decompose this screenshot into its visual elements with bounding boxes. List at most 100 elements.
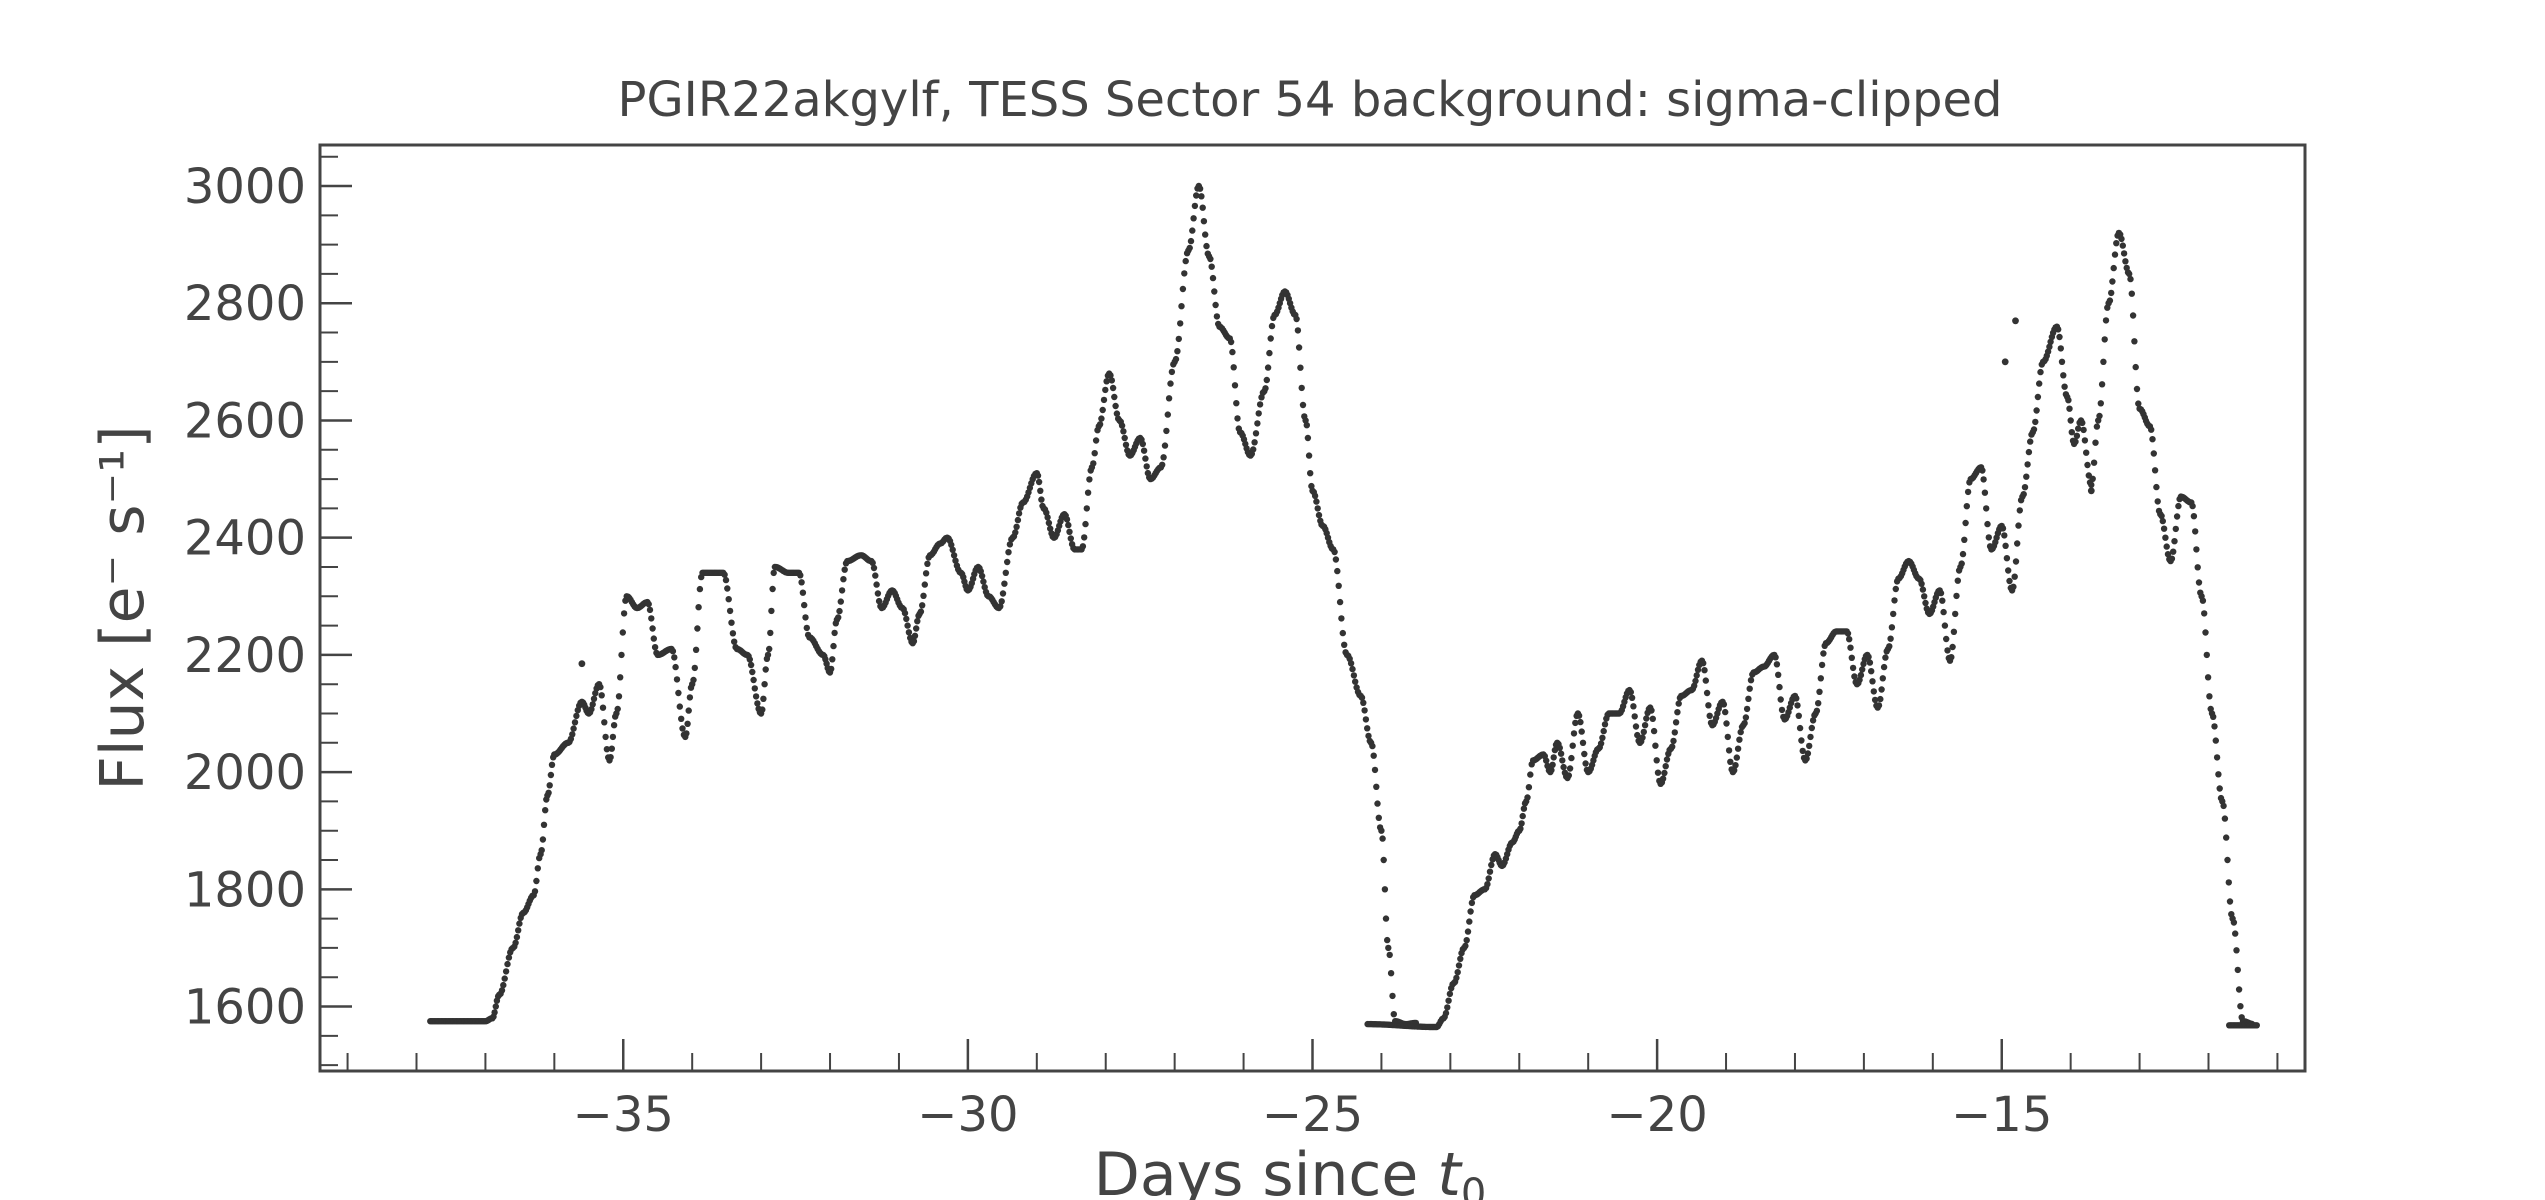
data-point — [1266, 349, 1273, 357]
light-curve-segment-1 — [427, 182, 1420, 1028]
data-point — [2210, 713, 2217, 720]
data-point — [2061, 383, 2068, 390]
data-point — [1234, 415, 1241, 422]
data-point — [1866, 659, 1874, 666]
data-point — [1659, 775, 1667, 782]
data-point — [696, 585, 704, 593]
data-point — [1014, 516, 1022, 524]
data-point — [903, 615, 910, 623]
data-point — [1227, 338, 1235, 346]
data-point — [1575, 712, 1583, 719]
data-point — [981, 584, 988, 591]
data-point — [1732, 762, 1739, 769]
data-point — [2160, 525, 2168, 532]
isolated-points — [578, 317, 2095, 668]
data-point — [2083, 449, 2090, 456]
plot-area — [427, 182, 2260, 1031]
data-point — [1264, 364, 1272, 371]
data-point — [2162, 534, 2169, 541]
data-point — [1303, 422, 1311, 429]
data-point — [1556, 744, 1564, 752]
data-point — [1389, 992, 1396, 1000]
data-point — [1332, 556, 1340, 563]
data-point — [1737, 728, 1744, 736]
data-point — [500, 981, 507, 989]
data-point — [835, 614, 842, 621]
data-point — [1230, 364, 1237, 371]
data-point — [1631, 713, 1638, 720]
data-point — [1632, 723, 1640, 730]
data-point — [1772, 654, 1779, 661]
data-point — [2168, 555, 2176, 562]
data-point — [1453, 974, 1460, 982]
data-point — [2226, 898, 2234, 905]
data-point — [2065, 397, 2072, 404]
data-point — [1693, 672, 1700, 679]
data-point — [875, 597, 883, 605]
data-point — [1196, 185, 1204, 192]
data-point — [1294, 327, 1302, 334]
data-point — [1720, 701, 1728, 708]
data-point — [2193, 546, 2200, 553]
data-point — [1013, 523, 1020, 530]
data-point — [2024, 461, 2031, 468]
data-point — [2131, 338, 2138, 345]
data-point — [1692, 677, 1699, 685]
data-point — [1079, 543, 1087, 550]
data-point — [2093, 423, 2101, 430]
data-point — [767, 629, 774, 637]
data-point — [1313, 498, 1320, 505]
data-point — [1816, 688, 1823, 695]
data-point — [1818, 661, 1826, 669]
data-point — [1773, 661, 1781, 668]
data-point — [1267, 335, 1274, 342]
data-point — [2015, 522, 2022, 529]
data-point — [1341, 641, 1348, 648]
data-point — [1004, 558, 1011, 566]
data-point — [760, 695, 767, 702]
data-point — [1091, 450, 1098, 457]
data-point — [2060, 372, 2067, 379]
data-point — [919, 602, 926, 609]
data-point — [1691, 682, 1698, 689]
data-point — [1640, 728, 1648, 736]
data-point — [1382, 915, 1390, 922]
chart-title: PGIR22akgylf, TESS Sector 54 background:… — [618, 72, 2003, 128]
data-point — [1875, 702, 1883, 709]
data-point — [599, 704, 607, 711]
data-point — [2220, 802, 2227, 810]
data-point — [1733, 754, 1741, 761]
data-point — [533, 877, 540, 885]
data-point — [1254, 420, 1261, 427]
data-point — [829, 656, 836, 663]
data-point — [803, 624, 810, 632]
x-tick-label: −30 — [917, 1087, 1018, 1143]
y-tick-label: 3000 — [184, 159, 306, 215]
data-point — [1578, 728, 1585, 735]
data-point — [1746, 685, 1753, 692]
data-point — [1815, 700, 1822, 707]
data-point — [762, 666, 769, 673]
data-point — [1524, 794, 1531, 801]
data-point — [1979, 467, 1986, 474]
data-point — [1455, 962, 1463, 969]
data-point — [1799, 747, 1806, 755]
data-point — [1364, 725, 1371, 732]
data-point — [828, 665, 835, 673]
data-point — [2090, 459, 2098, 466]
data-point — [1445, 997, 1452, 1004]
data-point — [542, 807, 549, 814]
data-point — [1568, 754, 1575, 762]
data-point — [1961, 536, 1968, 543]
data-point — [1488, 861, 1495, 869]
data-point — [1468, 899, 1476, 907]
data-point — [651, 644, 659, 651]
data-point — [830, 642, 837, 650]
data-point — [1984, 520, 1991, 528]
light-curve-segment-2 — [1364, 229, 2260, 1031]
data-point — [1559, 757, 1566, 764]
data-point — [492, 1003, 499, 1010]
x-tick-label: −20 — [1606, 1087, 1707, 1143]
data-point — [1336, 598, 1344, 606]
